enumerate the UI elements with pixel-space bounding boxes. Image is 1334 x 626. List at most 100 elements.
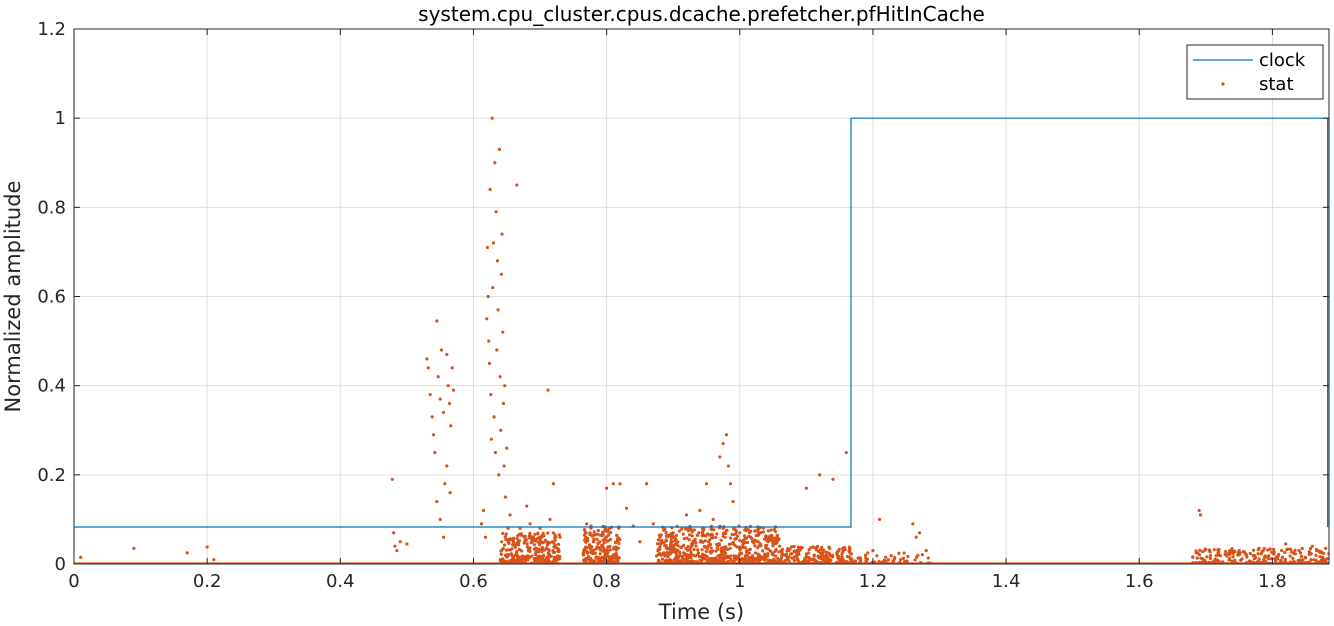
stat-point — [797, 561, 801, 564]
stat-point — [769, 528, 773, 532]
stat-point — [790, 556, 794, 560]
stat-point — [662, 540, 666, 545]
stat-point — [728, 536, 733, 540]
stat-point — [911, 522, 915, 526]
stat-point — [688, 533, 692, 537]
stat-point — [695, 533, 700, 537]
x-tick-label: 1.8 — [1258, 571, 1287, 592]
stat-point — [920, 553, 924, 557]
stat-point — [702, 544, 707, 549]
stat-point — [506, 548, 510, 552]
stat-point — [132, 546, 136, 550]
x-tick-label: 1 — [734, 571, 745, 592]
stat-point — [533, 532, 537, 536]
x-tick-label: 0.6 — [459, 571, 488, 592]
x-tick-label: 1.2 — [859, 571, 888, 592]
stat-point — [676, 548, 680, 552]
stat-point — [638, 540, 642, 544]
stat-point — [929, 561, 933, 564]
stat-point — [1252, 557, 1256, 561]
stat-point — [919, 561, 923, 564]
stat-point — [736, 556, 740, 560]
stat-point — [917, 531, 922, 535]
stat-point — [502, 543, 507, 547]
stat-point — [715, 532, 719, 536]
stat-point — [502, 561, 506, 564]
stat-point — [831, 555, 835, 559]
stat-point — [761, 530, 766, 534]
stat-point — [449, 424, 453, 428]
y-tick-label: 0.2 — [37, 465, 66, 486]
stat-point — [1318, 554, 1322, 559]
stat-point — [658, 535, 662, 539]
stat-point — [664, 553, 668, 558]
stat-point — [540, 560, 545, 564]
stat-point — [690, 534, 694, 538]
stat-point — [589, 556, 593, 561]
stat-point — [666, 546, 670, 551]
stat-point — [700, 555, 704, 560]
stat-point — [914, 535, 918, 539]
stat-point — [602, 549, 606, 553]
stat-point — [212, 557, 216, 562]
stat-point — [744, 529, 748, 533]
stat-point — [774, 554, 778, 558]
stat-point — [508, 537, 512, 541]
stat-point — [515, 183, 519, 187]
stat-point — [729, 557, 733, 561]
stat-point — [824, 550, 828, 554]
stat-point — [1292, 560, 1297, 564]
stat-point — [518, 532, 522, 536]
legend: clock stat — [1186, 44, 1324, 100]
stat-point — [740, 551, 744, 555]
stat-point — [508, 561, 512, 564]
stat-point — [532, 542, 536, 547]
stat-point — [555, 554, 560, 558]
stat-point — [1288, 547, 1293, 551]
stat-point — [504, 537, 508, 542]
legend-stat-swatch — [1221, 82, 1225, 86]
stat-point — [743, 540, 748, 545]
stat-point — [1259, 552, 1263, 556]
stat-point — [778, 558, 782, 563]
stat-point — [551, 531, 556, 535]
stat-point — [594, 555, 599, 559]
stat-point — [534, 561, 538, 564]
stat-point — [680, 556, 685, 560]
stat-point — [1212, 548, 1216, 552]
stat-point — [503, 535, 507, 539]
axis-ticks: 0 0.2 0.4 0.6 0.8 1 1.2 1.4 1.6 1.8 0 0.2 0.4 0.6 0.8 1… — [37, 19, 1329, 592]
stat-point — [441, 535, 446, 539]
stat-point — [871, 549, 875, 553]
stat-point — [611, 547, 616, 551]
stat-point — [1267, 554, 1271, 558]
stat-point — [1244, 553, 1249, 557]
stat-point — [706, 544, 710, 548]
stat-point — [431, 433, 436, 437]
stat-point — [792, 544, 796, 549]
stat-point — [1227, 558, 1231, 562]
stat-point — [743, 546, 747, 550]
stat-point — [809, 546, 813, 550]
stat-point — [1280, 548, 1284, 553]
stat-point — [764, 555, 768, 559]
stat-point — [678, 550, 682, 555]
stat-point — [665, 550, 669, 554]
stat-point — [524, 558, 528, 562]
stat-point — [610, 554, 614, 558]
stat-point — [709, 556, 714, 561]
stat-point — [1279, 558, 1283, 562]
stat-point — [668, 543, 673, 547]
stat-point — [487, 339, 491, 343]
stat-point — [553, 538, 557, 542]
stat-point — [1298, 551, 1303, 555]
stat-point — [763, 552, 767, 556]
stat-point — [517, 539, 522, 543]
x-tick-label: 0 — [68, 571, 79, 592]
stat-point — [535, 536, 540, 541]
stat-point — [837, 557, 841, 562]
stat-point — [1280, 555, 1285, 559]
stat-point — [517, 547, 521, 551]
stat-point — [716, 560, 720, 564]
